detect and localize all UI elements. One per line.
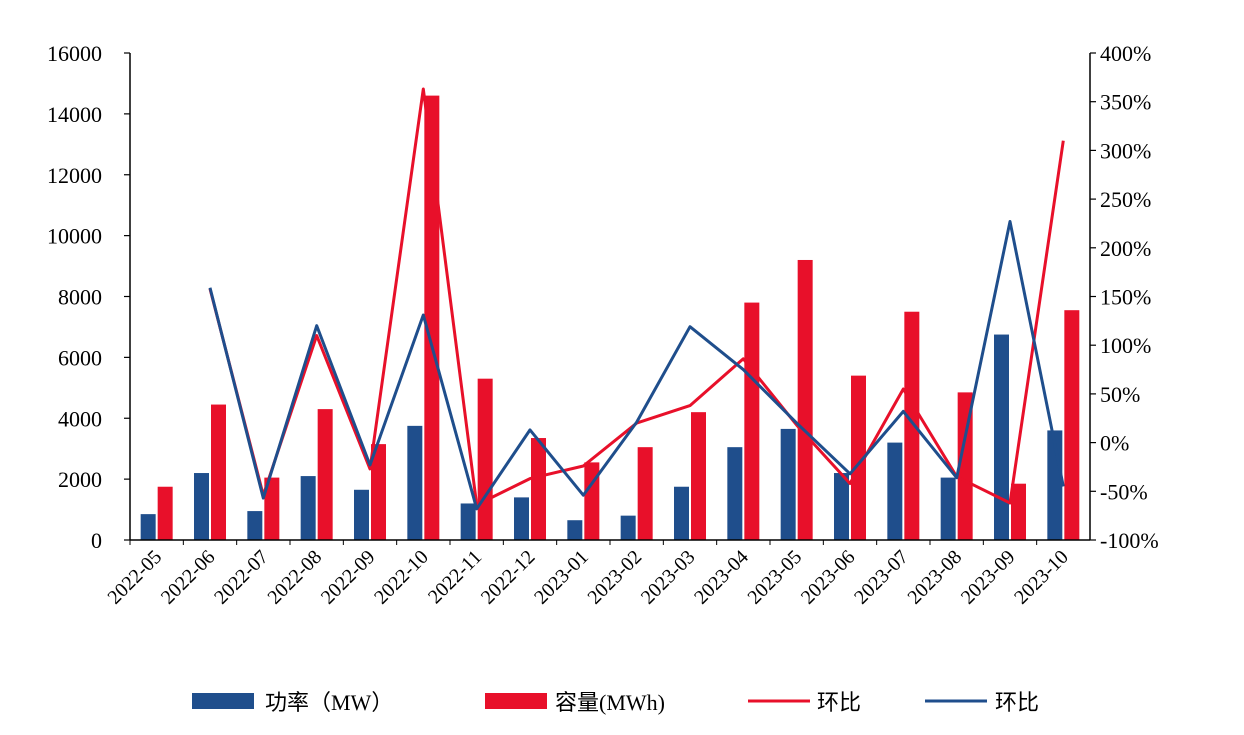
bar-power-2022-06 xyxy=(194,473,209,540)
x-tick-label: 2022-05 xyxy=(104,546,167,609)
y-right-tick-label: 100% xyxy=(1100,333,1151,358)
x-tick-label: 2023-10 xyxy=(1010,546,1073,609)
x-tick-label: 2022-08 xyxy=(264,546,327,609)
x-tick-label: 2022-06 xyxy=(157,546,220,609)
bar-power-2022-05 xyxy=(140,514,156,540)
bar-power-2023-08 xyxy=(940,477,956,540)
y-left-tick-label: 8000 xyxy=(58,285,102,310)
x-tick-label: 2023-02 xyxy=(584,546,647,609)
bar-power-2023-02 xyxy=(620,515,636,540)
y-left-tick-label: 4000 xyxy=(58,406,102,431)
y-left-tick-label: 14000 xyxy=(47,102,102,127)
x-tick-label: 2023-04 xyxy=(690,546,753,609)
y-right-tick-label: 300% xyxy=(1100,138,1151,163)
x-tick-label: 2022-11 xyxy=(424,546,486,608)
bar-power-2023-07 xyxy=(887,442,903,540)
bar-capacity-2022-07 xyxy=(264,477,280,540)
legend-swatch-bar xyxy=(485,693,547,709)
y-left-tick-label: 16000 xyxy=(47,41,102,66)
bar-capacity-2023-04 xyxy=(744,302,760,540)
line-mom-red xyxy=(208,87,1065,507)
legend-swatch-bar xyxy=(192,693,254,709)
bar-power-2023-09 xyxy=(994,334,1009,540)
x-tick-label: 2023-06 xyxy=(797,546,860,609)
y-right-tick-label: 400% xyxy=(1100,41,1151,66)
bar-power-2022-07 xyxy=(247,511,263,540)
bar-capacity-2023-08 xyxy=(957,392,973,540)
bar-power-2023-01 xyxy=(567,520,583,540)
x-tick-label: 2023-05 xyxy=(744,546,807,609)
y-left-tick-label: 10000 xyxy=(47,224,102,249)
bar-power-2022-10 xyxy=(407,425,423,540)
bar-capacity-2023-02 xyxy=(637,447,653,540)
bar-power-2023-03 xyxy=(674,486,689,540)
bar-power-2022-12 xyxy=(514,497,529,540)
y-right-tick-label: -50% xyxy=(1100,479,1148,504)
bar-capacity-2023-07 xyxy=(904,311,920,540)
bar-capacity-2023-03 xyxy=(691,412,706,540)
bar-power-2022-11 xyxy=(460,503,476,540)
bar-capacity-2022-08 xyxy=(317,409,333,540)
x-tick-label: 2022-12 xyxy=(477,546,540,609)
x-tick-label: 2023-08 xyxy=(904,546,967,609)
x-tick-label: 2022-09 xyxy=(317,546,380,609)
y-left-tick-label: 2000 xyxy=(58,467,102,492)
y-right-tick-label: 150% xyxy=(1100,285,1151,310)
bar-capacity-2022-05 xyxy=(157,486,173,540)
y-right-tick-label: 350% xyxy=(1100,90,1151,115)
bar-power-2022-09 xyxy=(354,489,369,540)
x-tick-label: 2022-07 xyxy=(210,546,273,609)
y-right-tick-label: 0% xyxy=(1100,431,1129,456)
bar-power-2023-05 xyxy=(780,428,796,540)
bar-capacity-2023-09 xyxy=(1011,483,1026,540)
bar-power-2023-04 xyxy=(727,447,743,540)
bar-capacity-2022-11 xyxy=(477,378,493,540)
y-left-tick-label: 6000 xyxy=(58,345,102,370)
y-right-tick-label: 200% xyxy=(1100,236,1151,261)
y-left-tick-label: 0 xyxy=(91,528,102,553)
y-right-tick-label: 250% xyxy=(1100,187,1151,212)
legend-label: 环比 xyxy=(995,690,1039,715)
bar-capacity-2023-10 xyxy=(1064,310,1080,540)
legend-label: 环比 xyxy=(817,690,861,715)
bar-power-2022-08 xyxy=(300,476,316,540)
bar-capacity-2023-06 xyxy=(851,375,866,540)
bar-power-2023-06 xyxy=(834,473,849,540)
x-tick-label: 2023-03 xyxy=(637,546,700,609)
x-tick-label: 2022-10 xyxy=(370,546,433,609)
bar-capacity-2022-12 xyxy=(531,438,546,540)
y-left-tick-label: 12000 xyxy=(47,163,102,188)
y-right-tick-label: -100% xyxy=(1100,528,1159,553)
bar-capacity-2023-05 xyxy=(797,259,813,540)
x-tick-label: 2023-09 xyxy=(957,546,1020,609)
bar-capacity-2022-09 xyxy=(371,444,386,540)
bar-capacity-2022-06 xyxy=(211,404,226,540)
line-mom-blue xyxy=(208,220,1065,511)
legend-label: 功率（MW） xyxy=(265,690,393,715)
bar-capacity-2022-10 xyxy=(424,95,440,541)
y-right-tick-label: 50% xyxy=(1100,382,1140,407)
x-tick-label: 2023-01 xyxy=(530,546,593,609)
legend-label: 容量(MWh) xyxy=(555,690,665,715)
x-tick-label: 2023-07 xyxy=(850,546,913,609)
bar-capacity-2023-01 xyxy=(584,462,600,540)
